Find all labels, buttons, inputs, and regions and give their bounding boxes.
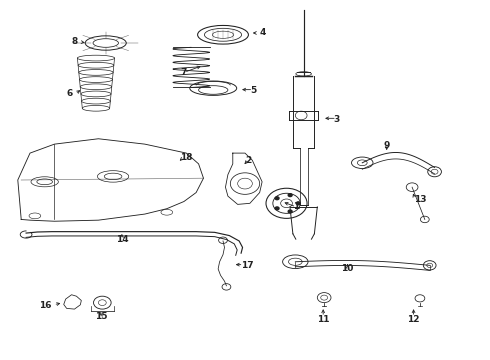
- Text: 10: 10: [342, 265, 354, 274]
- Text: 13: 13: [414, 195, 426, 204]
- Circle shape: [288, 194, 292, 197]
- Text: 12: 12: [407, 315, 420, 324]
- Text: 7: 7: [180, 68, 187, 77]
- Text: 8: 8: [72, 37, 78, 46]
- Text: 2: 2: [245, 156, 251, 165]
- Circle shape: [296, 202, 300, 205]
- Text: 11: 11: [317, 315, 329, 324]
- Circle shape: [288, 210, 292, 213]
- Circle shape: [275, 197, 279, 200]
- Text: 15: 15: [95, 312, 107, 321]
- Text: 1: 1: [293, 202, 299, 211]
- Text: 6: 6: [67, 89, 73, 98]
- Text: 9: 9: [384, 141, 390, 150]
- Text: 18: 18: [180, 153, 193, 162]
- Circle shape: [275, 207, 279, 210]
- Text: 17: 17: [241, 261, 254, 270]
- Text: 3: 3: [333, 114, 339, 123]
- Text: 5: 5: [250, 86, 256, 95]
- Text: 4: 4: [260, 28, 266, 37]
- Text: 16: 16: [40, 301, 52, 310]
- Text: 14: 14: [116, 235, 128, 244]
